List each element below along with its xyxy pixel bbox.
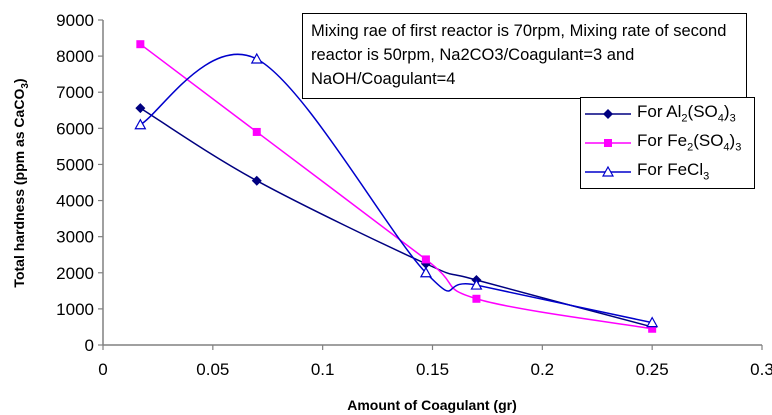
y-tick-label: 1000 (56, 300, 94, 319)
y-tick-label: 8000 (56, 47, 94, 66)
legend-marker-fe2so4 (585, 139, 631, 147)
legend-marker-fecl3 (585, 165, 631, 177)
y-tick-label: 3000 (56, 228, 94, 247)
x-axis-title: Amount of Coagulant (gr) (347, 397, 517, 413)
y-tick-label: 2000 (56, 264, 94, 283)
data-point-fe2so4 (421, 255, 430, 264)
data-point-fecl3 (470, 278, 483, 290)
legend: For Al2(SO4)3 For Fe2(SO4)3 For FeCl3 (580, 97, 755, 189)
x-tick-label: 0.1 (311, 360, 335, 379)
y-tick-label: 9000 (56, 11, 94, 30)
data-point-fecl3 (250, 52, 263, 64)
data-point-fe2so4 (252, 127, 261, 136)
x-tick-label: 0.15 (416, 360, 449, 379)
x-tick-label: 0.25 (636, 360, 669, 379)
y-tick-label: 5000 (56, 155, 94, 174)
legend-item-al: For Al2(SO4)3 (581, 100, 756, 128)
x-tick-label: 0.05 (196, 360, 229, 379)
data-point-fe2so4 (648, 324, 657, 333)
legend-item-fe2so4: For Fe2(SO4)3 (581, 129, 756, 157)
annotation-text: Mixing rae of first reactor is 70rpm, Mi… (311, 22, 727, 88)
x-tick-label: 0 (98, 360, 107, 379)
legend-label-al: For Al2(SO4)3 (637, 102, 736, 125)
y-tick-label: 0 (85, 336, 94, 355)
series-line-al (139, 107, 653, 328)
series-line-fecl3 (139, 53, 653, 324)
y-tick-label: 6000 (56, 119, 94, 138)
legend-label-fe2so4: For Fe2(SO4)3 (637, 131, 742, 154)
data-point-fe2so4 (136, 40, 145, 49)
y-tick-label: 7000 (56, 83, 94, 102)
x-tick-label: 0.2 (531, 360, 555, 379)
y-axis-title-sub: 3 (20, 83, 31, 89)
series-al (135, 103, 658, 332)
series-fe2so4 (136, 40, 657, 333)
legend-item-fecl3: For FeCl3 (581, 158, 756, 186)
series-layer (134, 40, 659, 333)
y-ticks: 0 1000 2000 3000 4000 5000 6000 7000 8000 9000 (56, 11, 103, 355)
data-point-fecl3 (419, 266, 432, 278)
data-point-fe2so4 (472, 294, 481, 303)
data-point-fecl3 (646, 316, 659, 328)
series-fecl3 (134, 52, 659, 328)
y-axis-title: Total hardness (ppm as CaCO3) (11, 78, 31, 287)
data-point-al (251, 175, 262, 186)
x-ticks: 0 0.05 0.1 0.15 0.2 0.25 0.3 (98, 345, 772, 379)
y-tick-label: 4000 (56, 192, 94, 211)
legend-marker-al (585, 109, 631, 119)
y-axis-title-close: ) (11, 78, 27, 83)
data-point-al (135, 103, 146, 114)
y-axis-title-main: Total hardness (ppm as CaCO (11, 89, 27, 288)
annotation-box: Mixing rae of first reactor is 70rpm, Mi… (302, 13, 747, 99)
x-tick-label: 0.3 (750, 360, 772, 379)
legend-label-fecl3: For FeCl3 (637, 160, 710, 183)
series-line-fe2so4 (139, 43, 653, 330)
data-point-fecl3 (134, 118, 147, 130)
